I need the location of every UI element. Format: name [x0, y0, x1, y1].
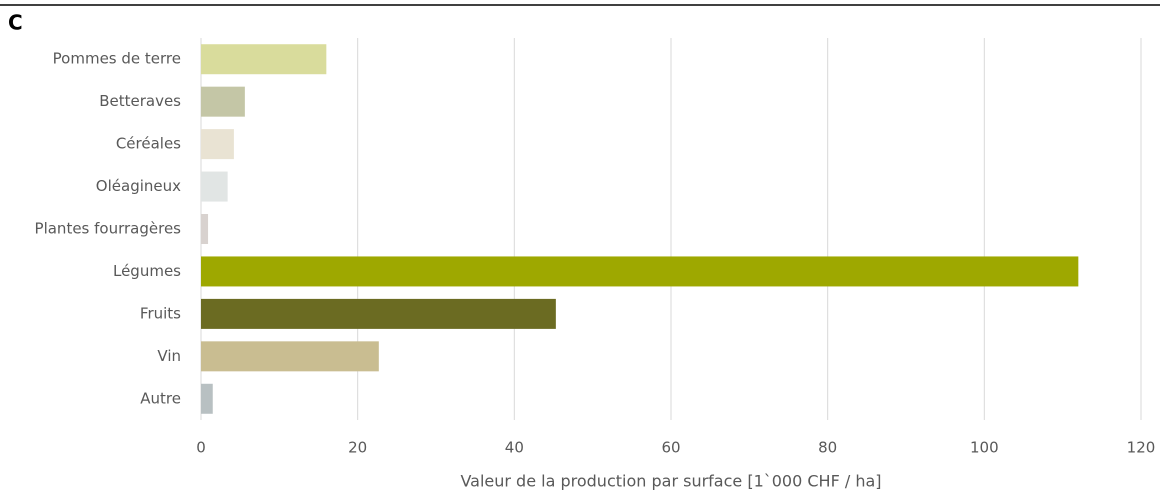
bar [201, 44, 327, 75]
bar [201, 214, 209, 244]
bar [201, 86, 245, 117]
bar [201, 256, 1079, 287]
panel-label: C [8, 11, 23, 35]
y-tick-label: Céréales [116, 135, 181, 153]
y-tick-label: Vin [157, 347, 181, 365]
x-tick-label: 20 [348, 439, 367, 457]
y-tick-label: Légumes [113, 262, 181, 280]
x-tick-label: 60 [661, 439, 680, 457]
bar [201, 129, 234, 160]
x-tick-label: 80 [818, 439, 837, 457]
y-tick-label: Plantes fourragères [35, 220, 182, 238]
x-tick-label: 0 [196, 439, 206, 457]
x-tick-label: 40 [505, 439, 524, 457]
bar [201, 341, 379, 372]
x-tick-label: 120 [1127, 439, 1156, 457]
y-tick-label: Oléagineux [96, 177, 181, 195]
y-tick-label: Autre [140, 389, 181, 407]
y-tick-label: Fruits [140, 304, 181, 322]
x-axis-label: Valeur de la production par surface [1`0… [460, 472, 881, 491]
bar [201, 383, 213, 414]
y-tick-label: Pommes de terre [53, 50, 181, 68]
bar [201, 298, 556, 329]
bar [201, 171, 228, 202]
y-tick-label: Betteraves [99, 92, 181, 110]
x-tick-label: 100 [970, 439, 999, 457]
